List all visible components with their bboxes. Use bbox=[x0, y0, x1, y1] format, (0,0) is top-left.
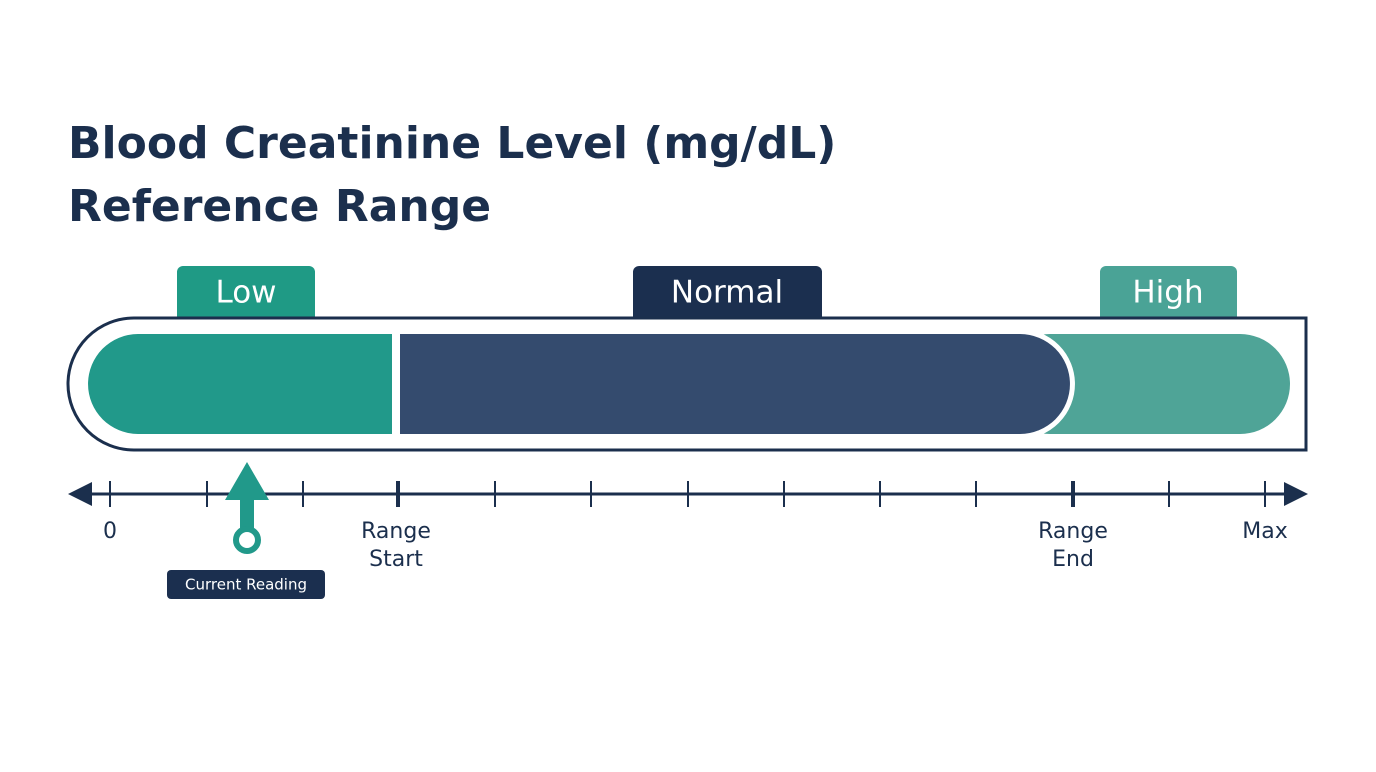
title-line: Blood Creatinine Level (mg/dL) bbox=[68, 118, 836, 169]
axis-label: Start bbox=[369, 547, 423, 572]
marker-dot bbox=[233, 526, 261, 554]
title-line: Reference Range bbox=[68, 181, 491, 232]
axis-label: End bbox=[1052, 547, 1094, 572]
marker-label: Current Reading bbox=[185, 576, 307, 594]
high-segment bbox=[1000, 334, 1290, 434]
normal-segment bbox=[400, 334, 1070, 434]
axis-label: Max bbox=[1242, 519, 1287, 544]
axis-arrow bbox=[1284, 482, 1308, 506]
high-tab bbox=[1100, 266, 1237, 326]
marker-label-box bbox=[167, 570, 325, 599]
segment-label: Low bbox=[215, 275, 276, 311]
axis-label: Range bbox=[1038, 519, 1108, 544]
low-tab bbox=[177, 266, 315, 326]
ticks bbox=[109, 481, 1266, 507]
marker-arrow bbox=[225, 462, 269, 528]
segment-label: Normal bbox=[671, 275, 783, 311]
segment-label: High bbox=[1132, 275, 1203, 311]
axis-label: Range bbox=[361, 519, 431, 544]
axis-arrow bbox=[68, 482, 92, 506]
axis-label: 0 bbox=[103, 519, 117, 544]
low-segment bbox=[88, 334, 393, 434]
normal-tab bbox=[633, 266, 822, 326]
